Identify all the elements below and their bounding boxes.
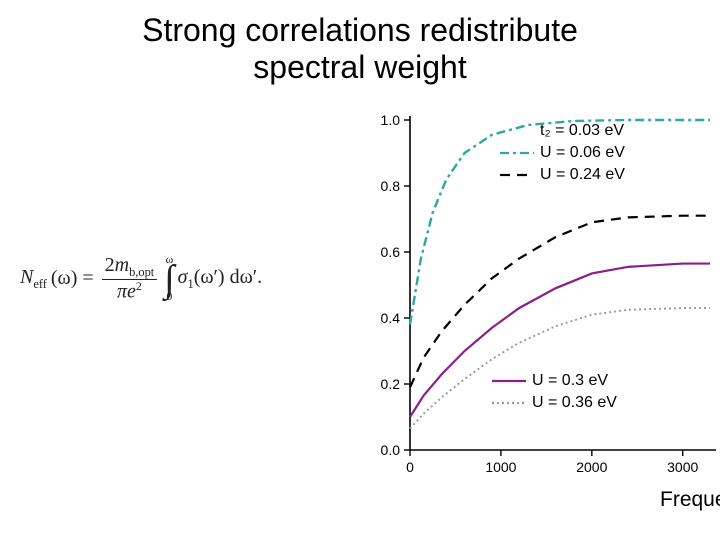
chart: 0.0 0.2 0.4 0.6 0.8 1.0 0 1000 2000 3000 t₂ = 0.03…	[340, 110, 720, 540]
rhs-sigma: σ	[178, 266, 188, 288]
formula: Neff (ω) = 2mb,opt πe2 ω ∫ 0 σ1(ω′) dω′.	[20, 255, 330, 303]
frac-den-pi: π	[117, 281, 127, 303]
svg-text:3000: 3000	[667, 459, 698, 475]
chart-svg: 0.0 0.2 0.4 0.6 0.8 1.0 0 1000 2000 3000 t₂ = 0.03…	[340, 110, 720, 510]
x-axis-label: Freque	[660, 488, 720, 512]
formula-N: N	[20, 266, 33, 288]
frac-num-m: m	[115, 254, 129, 276]
title-line1: Strong correlations redistribute	[50, 12, 670, 49]
svg-text:U = 0.3 eV: U = 0.3 eV	[532, 372, 608, 389]
formula-integral: ω ∫ 0	[164, 255, 174, 302]
svg-text:1000: 1000	[485, 459, 516, 475]
svg-text:0.8: 0.8	[381, 178, 401, 194]
formula-N-sub: eff	[33, 277, 47, 291]
svg-text:U = 0.06 eV: U = 0.06 eV	[540, 144, 625, 161]
frac-den-sup: 2	[136, 279, 142, 293]
frac-den-e: e	[127, 281, 136, 303]
svg-text:0.0: 0.0	[381, 442, 401, 458]
title-line2: spectral weight	[50, 49, 670, 86]
rhs-arg: (ω′) dω′.	[194, 266, 262, 288]
int-lower: 0	[167, 292, 173, 302]
formula-fraction: 2mb,opt πe2	[102, 255, 158, 303]
slide-title: Strong correlations redistribute spectra…	[50, 12, 670, 86]
formula-lhs-arg: (ω) =	[51, 267, 94, 290]
svg-text:1.0: 1.0	[381, 112, 401, 128]
frac-num-2: 2	[105, 254, 115, 276]
svg-text:0.4: 0.4	[381, 310, 401, 326]
svg-text:0.2: 0.2	[381, 376, 401, 392]
frac-num-sub: b,opt	[129, 265, 154, 279]
svg-text:2000: 2000	[576, 459, 607, 475]
svg-text:0: 0	[406, 459, 414, 475]
svg-text:t₂ = 0.03 eV: t₂ = 0.03 eV	[540, 122, 624, 139]
svg-text:U = 0.36 eV: U = 0.36 eV	[532, 394, 617, 411]
svg-text:0.6: 0.6	[381, 244, 401, 260]
svg-text:U = 0.24 eV: U = 0.24 eV	[540, 166, 625, 183]
